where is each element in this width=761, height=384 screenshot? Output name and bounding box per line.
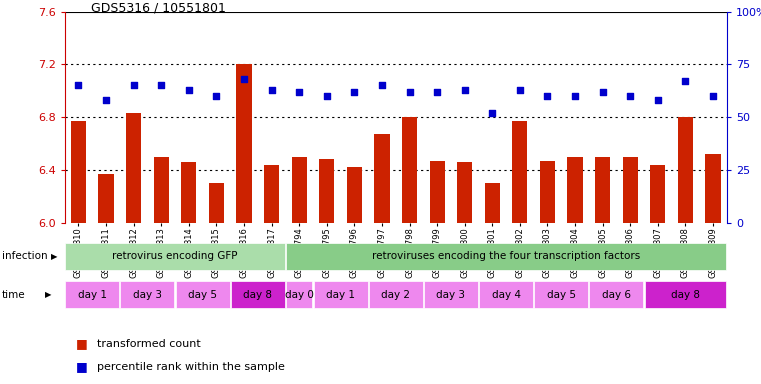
Bar <box>368 281 423 308</box>
Text: day 5: day 5 <box>188 290 217 300</box>
Bar <box>429 161 444 223</box>
Point <box>376 83 388 89</box>
Bar <box>319 159 334 223</box>
Bar <box>286 243 726 270</box>
Text: ■: ■ <box>76 360 88 373</box>
Text: day 5: day 5 <box>546 290 576 300</box>
Bar <box>645 281 726 308</box>
Bar <box>98 174 113 223</box>
Text: ▶: ▶ <box>44 290 51 299</box>
Text: transformed count: transformed count <box>97 339 201 349</box>
Bar <box>209 183 224 223</box>
Text: time: time <box>2 290 25 300</box>
Bar <box>264 165 279 223</box>
Bar <box>485 183 500 223</box>
Text: day 1: day 1 <box>326 290 355 300</box>
Point <box>266 87 278 93</box>
Bar <box>650 165 665 223</box>
Bar <box>678 117 693 223</box>
Point <box>431 89 443 95</box>
Text: day 3: day 3 <box>133 290 162 300</box>
Bar <box>512 121 527 223</box>
Text: GDS5316 / 10551801: GDS5316 / 10551801 <box>91 2 226 15</box>
Bar <box>589 281 644 308</box>
Text: day 4: day 4 <box>492 290 521 300</box>
Text: retroviruses encoding the four transcription factors: retroviruses encoding the four transcrip… <box>372 251 640 262</box>
Bar <box>231 281 285 308</box>
Bar <box>120 281 174 308</box>
Point <box>403 89 416 95</box>
Text: day 8: day 8 <box>244 290 272 300</box>
Bar <box>237 64 252 223</box>
Point <box>183 87 195 93</box>
Bar <box>347 167 362 223</box>
Point <box>349 89 361 95</box>
Bar <box>71 121 86 223</box>
Text: percentile rank within the sample: percentile rank within the sample <box>97 362 285 372</box>
Bar <box>479 281 533 308</box>
Bar <box>154 157 169 223</box>
Bar <box>286 281 313 308</box>
Bar <box>65 243 285 270</box>
Point <box>680 78 692 84</box>
Bar <box>534 281 588 308</box>
Text: day 2: day 2 <box>381 290 410 300</box>
Text: retrovirus encoding GFP: retrovirus encoding GFP <box>113 251 237 262</box>
Point <box>293 89 305 95</box>
Bar <box>402 117 417 223</box>
Point <box>486 110 498 116</box>
Bar <box>65 281 119 308</box>
Point <box>569 93 581 99</box>
Point <box>210 93 222 99</box>
Text: day 1: day 1 <box>78 290 107 300</box>
Point <box>651 97 664 103</box>
Point <box>624 93 636 99</box>
Bar <box>181 162 196 223</box>
Text: day 3: day 3 <box>436 290 466 300</box>
Text: infection: infection <box>2 251 47 262</box>
Point <box>320 93 333 99</box>
Text: day 6: day 6 <box>602 290 631 300</box>
Text: day 0: day 0 <box>285 290 314 300</box>
Bar <box>126 113 142 223</box>
Text: ■: ■ <box>76 337 88 350</box>
Bar <box>595 157 610 223</box>
Point <box>707 93 719 99</box>
Bar <box>622 157 638 223</box>
Point <box>72 83 84 89</box>
Point <box>100 97 112 103</box>
Point <box>514 87 526 93</box>
Point <box>459 87 471 93</box>
Bar <box>568 157 583 223</box>
Bar <box>424 281 478 308</box>
Text: day 8: day 8 <box>671 290 700 300</box>
Point <box>597 89 609 95</box>
Text: ▶: ▶ <box>51 252 58 261</box>
Bar <box>176 281 230 308</box>
Bar <box>374 134 390 223</box>
Bar <box>457 162 473 223</box>
Bar <box>705 154 721 223</box>
Point <box>541 93 553 99</box>
Point <box>238 76 250 82</box>
Bar <box>291 157 307 223</box>
Point <box>128 83 140 89</box>
Bar <box>314 281 368 308</box>
Bar <box>540 161 555 223</box>
Point <box>155 83 167 89</box>
